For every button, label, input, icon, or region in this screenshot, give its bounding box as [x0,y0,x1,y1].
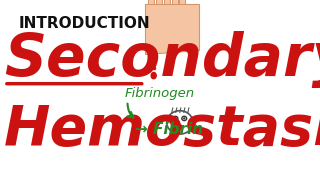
Text: Fibrinogen: Fibrinogen [124,87,195,100]
Text: Hemostasis: Hemostasis [4,103,320,157]
Circle shape [173,116,178,121]
Text: Secondary: Secondary [4,31,320,88]
Text: INTRODUCTION: INTRODUCTION [19,16,150,31]
Circle shape [182,116,187,121]
Polygon shape [145,4,199,54]
Polygon shape [172,0,178,4]
Ellipse shape [178,125,182,128]
Ellipse shape [151,73,156,79]
Polygon shape [164,0,170,4]
Text: → Fibrin: → Fibrin [135,122,203,137]
Polygon shape [156,0,162,4]
Polygon shape [179,0,185,4]
Circle shape [183,118,185,119]
Circle shape [167,111,193,134]
Circle shape [175,118,176,119]
Polygon shape [148,0,154,4]
